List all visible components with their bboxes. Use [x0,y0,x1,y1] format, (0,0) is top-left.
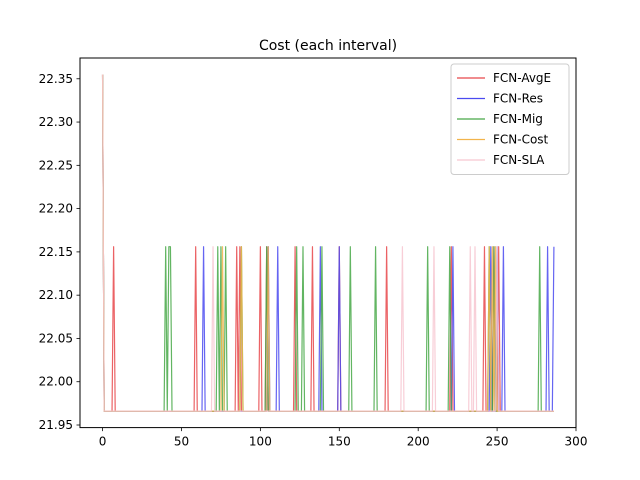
legend-label: FCN-Mig [493,112,543,126]
y-axis: 21.95 22.00 22.05 22.10 22.15 22.20 22.25 22.30… [39,72,80,432]
y-tick-label: 22.30 [39,115,73,129]
x-tick-label: 50 [174,435,189,449]
y-tick-label: 22.25 [39,158,73,172]
legend-label: FCN-AvgE [493,71,551,85]
legend-label: FCN-Res [493,92,543,106]
x-tick-label: 250 [486,435,509,449]
plot-lines [101,74,555,412]
y-tick-label: 22.05 [39,331,73,345]
x-axis: 0 50 100 150 200 250 300 [99,427,588,449]
chart-title: Cost (each interval) [259,38,397,54]
y-tick-label: 22.20 [39,202,73,216]
x-tick-label: 100 [249,435,272,449]
y-tick-label: 21.95 [39,418,73,432]
plot-frame [79,57,577,429]
x-tick-label: 150 [328,435,351,449]
y-tick-label: 22.35 [39,72,73,86]
x-tick-label: 200 [407,435,430,449]
y-tick-label: 22.15 [39,245,73,259]
y-tick-label: 22.10 [39,288,73,302]
y-tick-label: 22.00 [39,375,73,389]
x-tick-label: 0 [99,435,107,449]
legend-label: FCN-Cost [493,133,549,147]
series-line-fcn-sla [101,74,554,412]
legend: FCN-AvgE FCN-Res FCN-Mig FCN-Cost FCN-SLA [450,63,570,175]
x-tick-label: 300 [565,435,588,449]
legend-label: FCN-SLA [493,153,545,167]
legend-box [450,63,570,175]
